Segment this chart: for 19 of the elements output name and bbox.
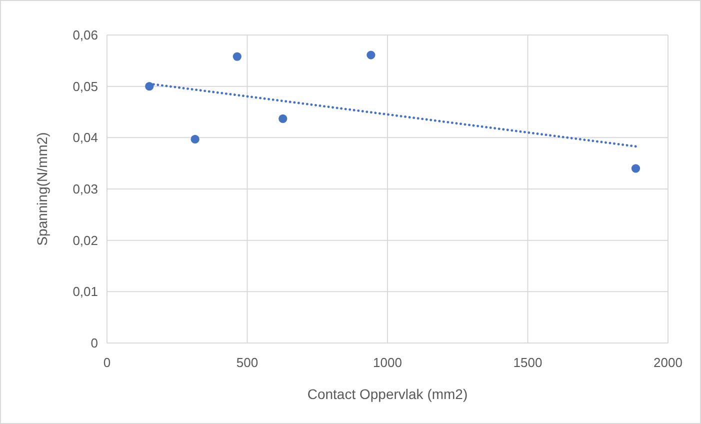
y-axis-title: Spanning(N/mm2) [34, 132, 50, 246]
y-tick-label: 0,03 [72, 182, 98, 196]
x-tick-label: 500 [236, 355, 258, 370]
point [190, 134, 200, 144]
y-tick-label: 0,01 [72, 284, 98, 300]
y-tick-label: 0,05 [72, 78, 98, 94]
point [366, 50, 376, 60]
y-tick-label: 0,06 [72, 28, 98, 42]
point [232, 52, 242, 61]
point [278, 114, 288, 123]
y-tick-label: 0,04 [72, 130, 98, 146]
x-tick-label: 0 [103, 355, 111, 370]
x-axis-title: Contact Oppervlak (mm2) [307, 386, 468, 402]
x-tick-label: 1000 [373, 355, 402, 370]
x-tick-label: 2000 [654, 355, 682, 370]
y-tick-label: 0 [90, 336, 98, 350]
x-tick-label: 1500 [513, 355, 542, 370]
y-tick-label: 0,02 [72, 232, 98, 248]
point [631, 164, 640, 173]
